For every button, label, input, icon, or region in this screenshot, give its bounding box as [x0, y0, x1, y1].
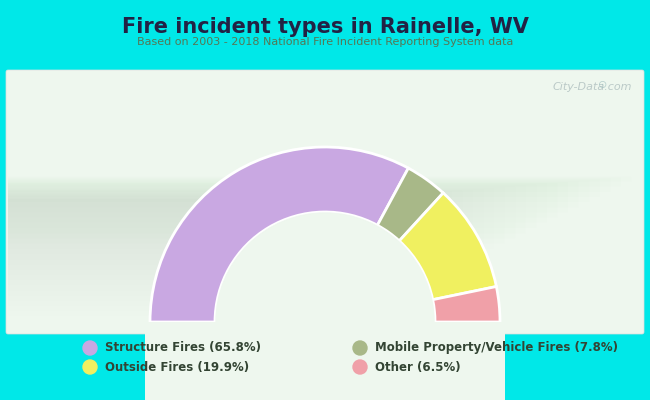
- Text: ⊙: ⊙: [598, 80, 607, 90]
- Circle shape: [353, 360, 367, 374]
- Circle shape: [83, 360, 97, 374]
- Text: Based on 2003 - 2018 National Fire Incident Reporting System data: Based on 2003 - 2018 National Fire Incid…: [136, 37, 514, 47]
- Text: Other (6.5%): Other (6.5%): [375, 360, 461, 374]
- FancyBboxPatch shape: [6, 70, 644, 334]
- Circle shape: [216, 213, 434, 400]
- Text: Mobile Property/Vehicle Fires (7.8%): Mobile Property/Vehicle Fires (7.8%): [375, 342, 618, 354]
- Text: Outside Fires (19.9%): Outside Fires (19.9%): [105, 360, 249, 374]
- Wedge shape: [150, 147, 408, 322]
- Wedge shape: [433, 286, 500, 322]
- Wedge shape: [378, 168, 443, 241]
- Circle shape: [83, 341, 97, 355]
- Text: City-Data.com: City-Data.com: [552, 82, 632, 92]
- Text: Structure Fires (65.8%): Structure Fires (65.8%): [105, 342, 261, 354]
- Circle shape: [353, 341, 367, 355]
- Wedge shape: [399, 193, 497, 300]
- Text: Fire incident types in Rainelle, WV: Fire incident types in Rainelle, WV: [122, 17, 528, 37]
- Bar: [145, 322, 505, 400]
